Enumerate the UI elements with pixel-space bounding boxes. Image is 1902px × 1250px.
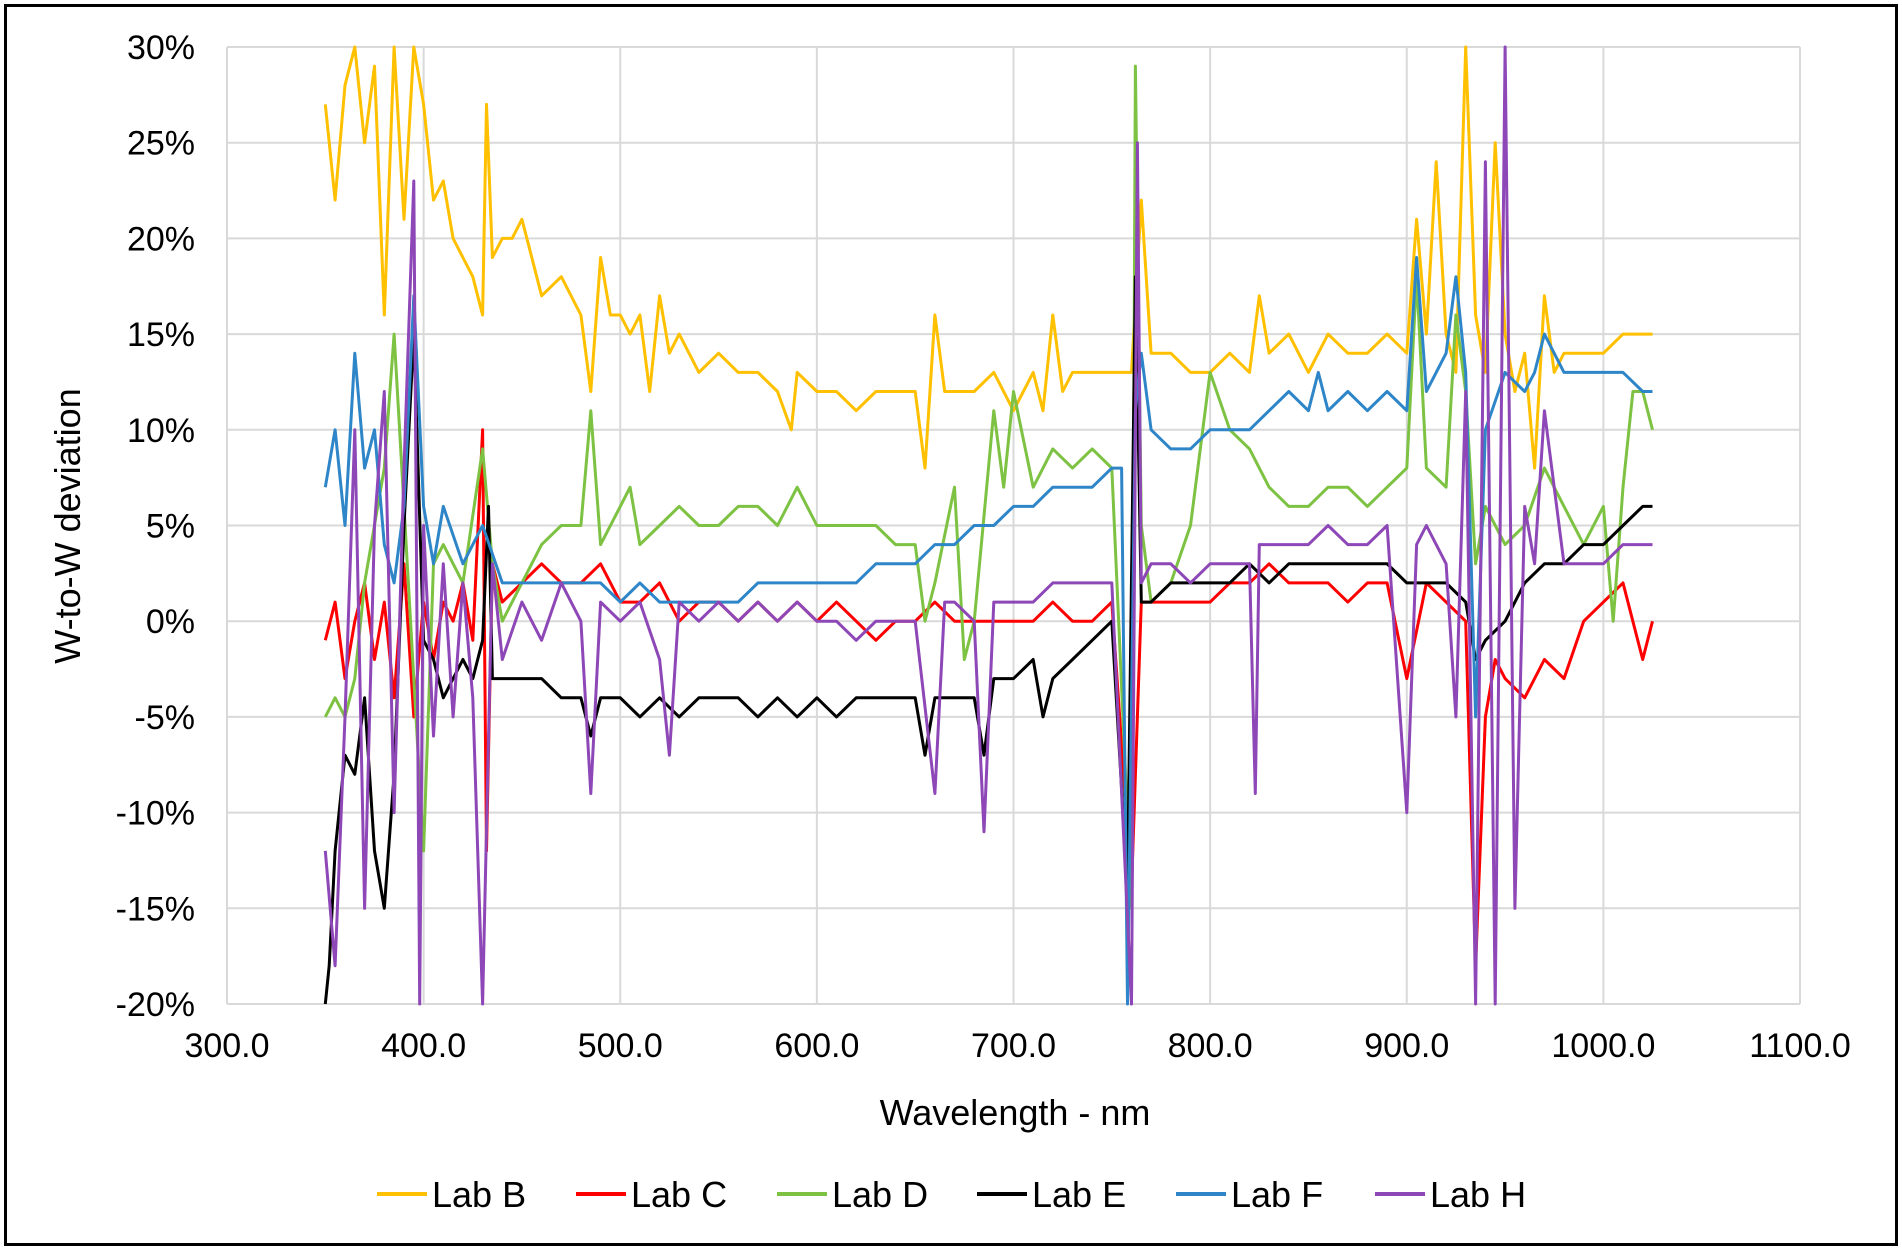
y-axis-ticks: -20% -15% -10% -5% 0% 5% 10% 15% 20% 25% 30% bbox=[116, 29, 195, 1024]
y-tick-label: 20% bbox=[127, 220, 195, 258]
legend-label-lab-e: Lab E bbox=[1032, 1174, 1126, 1215]
x-tick-label: 900.0 bbox=[1364, 1027, 1449, 1065]
gridlines bbox=[226, 46, 1801, 1005]
legend-label-lab-d: Lab D bbox=[832, 1174, 928, 1215]
x-tick-label: 400.0 bbox=[381, 1027, 466, 1065]
x-tick-label: 500.0 bbox=[578, 1027, 663, 1065]
legend-label-lab-b: Lab B bbox=[432, 1174, 526, 1215]
legend-label-lab-c: Lab C bbox=[631, 1174, 727, 1215]
y-tick-label: 25% bbox=[127, 125, 195, 163]
series-line-lab-b bbox=[323, 45, 1653, 470]
series-line-lab-f bbox=[323, 256, 1653, 1006]
legend-label-lab-h: Lab H bbox=[1430, 1174, 1526, 1215]
x-axis-label: Wavelength - nm bbox=[880, 1092, 1151, 1133]
x-tick-label: 1000.0 bbox=[1551, 1027, 1655, 1065]
y-tick-label: -5% bbox=[135, 699, 195, 737]
x-tick-label: 300.0 bbox=[184, 1027, 269, 1065]
x-tick-label: 1100.0 bbox=[1749, 1027, 1850, 1065]
y-tick-label: -20% bbox=[116, 986, 195, 1024]
series-line-lab-e bbox=[323, 275, 1653, 1005]
y-tick-label: -10% bbox=[116, 795, 195, 833]
x-tick-label: 700.0 bbox=[971, 1027, 1056, 1065]
x-tick-label: 800.0 bbox=[1168, 1027, 1253, 1065]
y-axis-label: W-to-W deviation bbox=[47, 388, 88, 663]
y-tick-label: 10% bbox=[127, 412, 195, 450]
x-tick-label: 600.0 bbox=[774, 1027, 859, 1065]
y-tick-label: 15% bbox=[127, 316, 195, 354]
series-line-lab-h bbox=[323, 45, 1653, 1006]
y-tick-label: 5% bbox=[146, 508, 195, 546]
y-tick-label: 30% bbox=[127, 29, 195, 67]
x-axis-ticks: 300.0 400.0 500.0 600.0 700.0 800.0 900.0 1000.… bbox=[184, 1027, 1850, 1065]
legend: Lab B Lab C Lab D Lab E Lab F Lab H bbox=[377, 1174, 1526, 1215]
legend-label-lab-f: Lab F bbox=[1231, 1174, 1323, 1215]
series-line-lab-d bbox=[323, 64, 1654, 910]
series-lines bbox=[323, 45, 1654, 1006]
y-tick-label: -15% bbox=[116, 890, 195, 928]
y-tick-label: 0% bbox=[146, 603, 195, 641]
